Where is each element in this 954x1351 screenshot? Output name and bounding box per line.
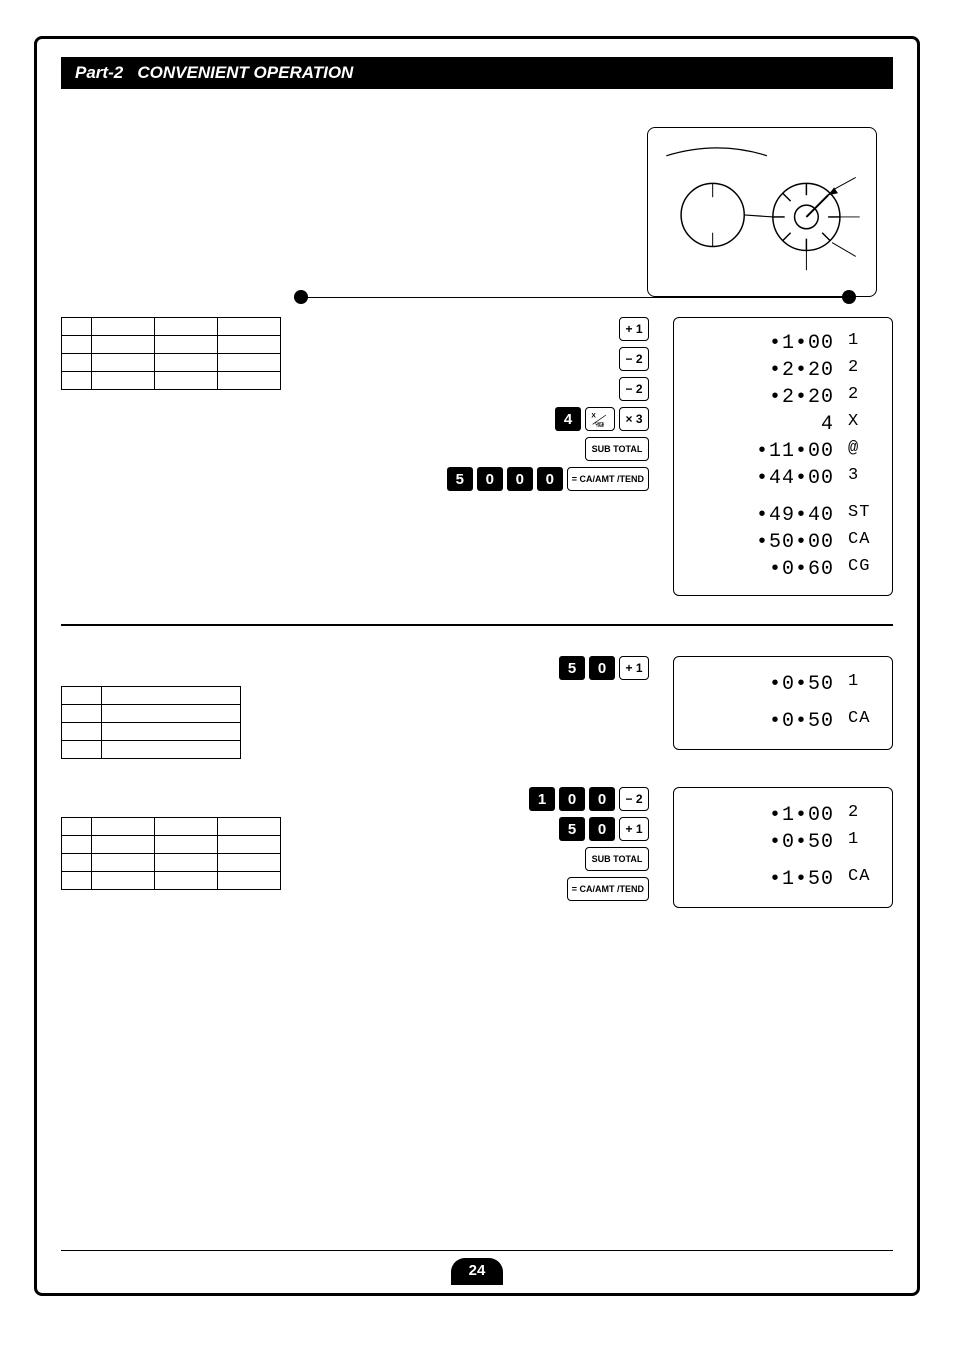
svg-text:X: X [591,413,596,420]
example-block-3: 1 0 0 − 2 5 0 + 1 SUB TOTAL = CA/AMT /TE… [61,787,893,908]
footer-rule [61,1250,893,1251]
timeline-dot-end [842,290,856,304]
num-5-key[interactable]: 5 [559,656,585,680]
num-0-key[interactable]: 0 [589,787,615,811]
input-table-1 [61,317,281,390]
timeline [61,289,893,307]
num-5-key[interactable]: 5 [559,817,585,841]
num-0-key[interactable]: 0 [507,467,533,491]
num-5-key[interactable]: 5 [447,467,473,491]
input-table-2 [61,686,241,759]
dept-1-key[interactable]: + 1 [619,317,649,341]
input-table-3 [61,817,281,890]
x-date-time-key[interactable]: XDATETIME [585,407,615,431]
section-header: Part-2 CONVENIENT OPERATION [61,57,893,89]
section-title: CONVENIENT OPERATION [137,63,353,82]
dept-2-key[interactable]: − 2 [619,377,649,401]
part-label: Part-2 [75,63,123,82]
mode-dial-diagram [647,127,877,297]
example-block-2: 5 0 + 1 •0•501 •0•50CA [61,656,893,759]
example-block-1: + 1 − 2 − 2 4 XDATETIME × 3 SUB TOTAL 5 … [61,317,893,596]
ca-amt-tend-key[interactable]: = CA/AMT /TEND [567,877,649,901]
page-number: 24 [451,1258,504,1285]
timeline-dot-start [294,290,308,304]
receipt-2: •0•501 •0•50CA [673,656,893,750]
num-0-key[interactable]: 0 [589,656,615,680]
num-1-key[interactable]: 1 [529,787,555,811]
section-divider [61,624,893,626]
page-frame: Part-2 CONVENIENT OPERATION [34,36,920,1296]
num-0-key[interactable]: 0 [477,467,503,491]
timeline-line [301,297,849,298]
receipt-1: •1•001 •2•202 •2•202 4X •11•00@ •44•003 … [673,317,893,596]
key-sequence-1: + 1 − 2 − 2 4 XDATETIME × 3 SUB TOTAL 5 … [299,317,655,491]
dept-3-key[interactable]: × 3 [619,407,649,431]
subtotal-key[interactable]: SUB TOTAL [585,847,649,871]
dept-2-key[interactable]: − 2 [619,347,649,371]
num-0-key[interactable]: 0 [559,787,585,811]
subtotal-key[interactable]: SUB TOTAL [585,437,649,461]
dept-1-key[interactable]: + 1 [619,656,649,680]
svg-text:TIME: TIME [596,424,605,428]
key-sequence-3: 1 0 0 − 2 5 0 + 1 SUB TOTAL = CA/AMT /TE… [299,787,655,901]
num-0-key[interactable]: 0 [537,467,563,491]
num-4-key[interactable]: 4 [555,407,581,431]
dept-2-key[interactable]: − 2 [619,787,649,811]
dept-1-key[interactable]: + 1 [619,817,649,841]
receipt-3: •1•002 •0•501 •1•50CA [673,787,893,908]
num-0-key[interactable]: 0 [589,817,615,841]
key-sequence-2: 5 0 + 1 [259,656,655,680]
page-footer: 24 [37,1258,917,1285]
ca-amt-tend-key[interactable]: = CA/AMT /TEND [567,467,649,491]
